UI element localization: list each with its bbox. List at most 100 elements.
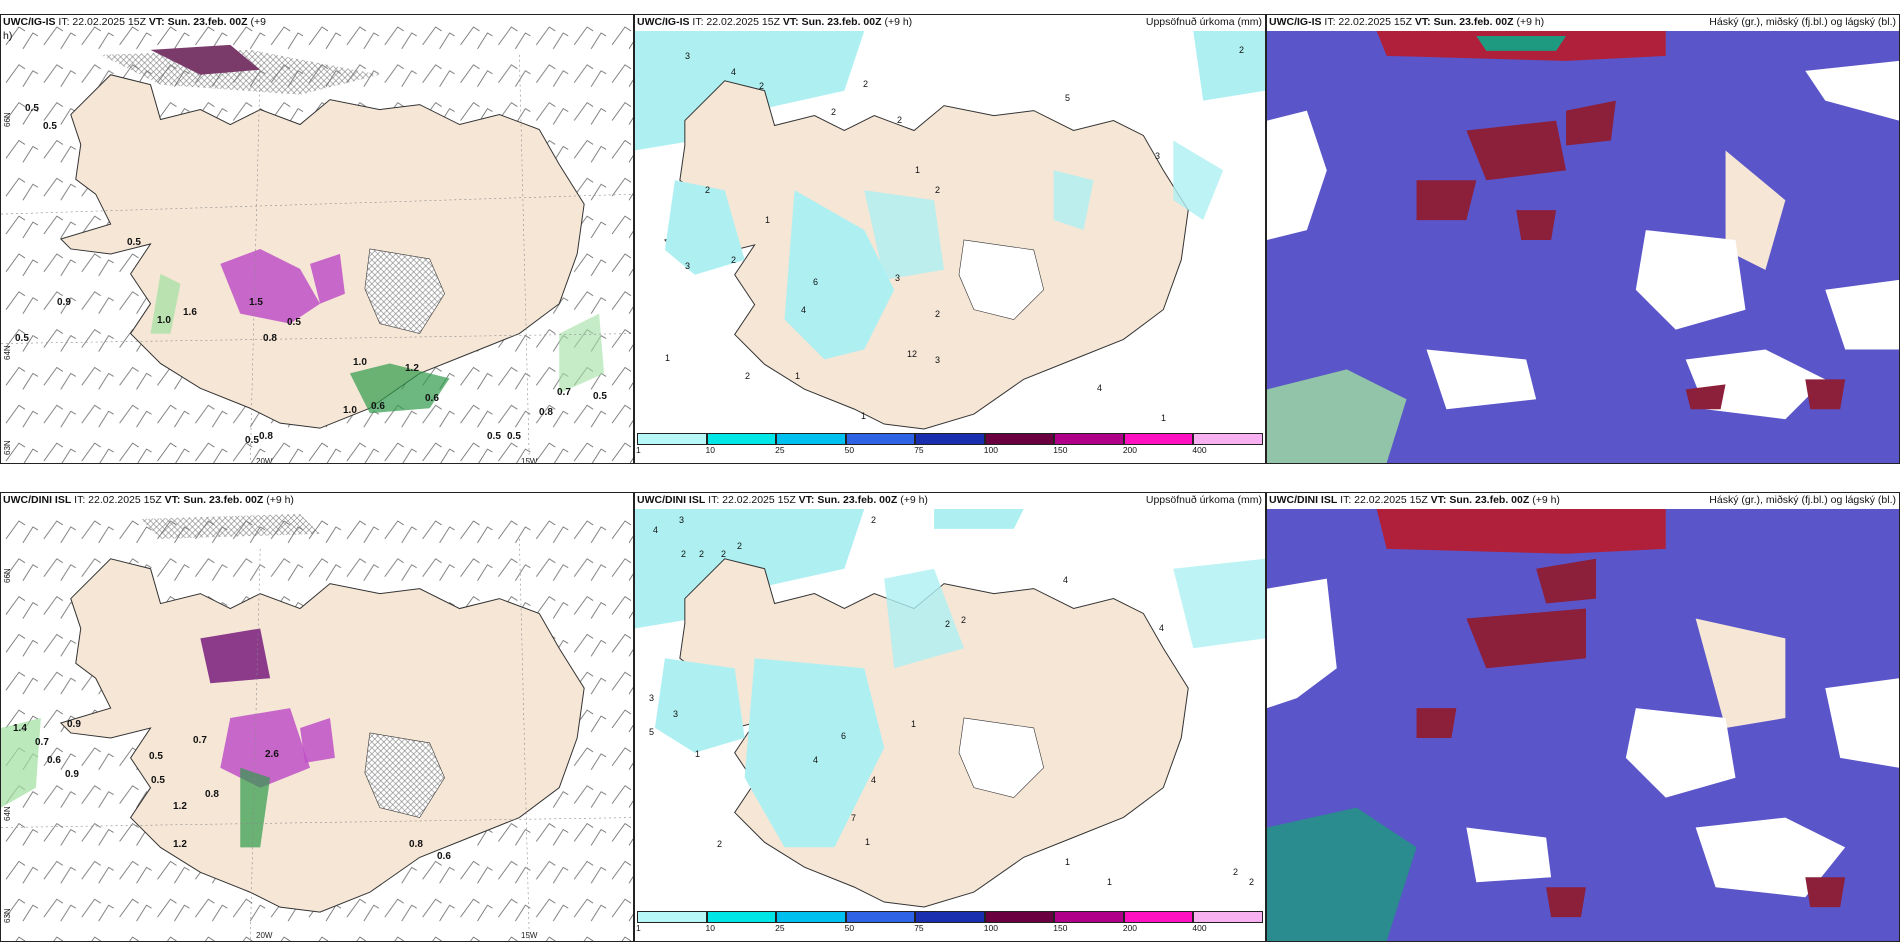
lat-label-64n: 64N [3,345,12,360]
value-label: 1 [665,353,671,363]
panel-header: UWC/DINI ISL IT: 22.02.2025 15Z VT: Sun.… [3,494,294,506]
value-label: 2 [935,185,941,195]
colorbar-swatch [637,911,707,923]
value-label: 2 [1239,45,1245,55]
lon-label-20w: 20W [256,931,273,940]
value-label: 2 [897,115,903,125]
value-label: 0.7 [557,387,571,398]
lat-label-63n: 63N [3,908,12,923]
value-label: 5 [1065,93,1071,103]
value-label: 1 [1065,857,1071,867]
colorbar-tick: 1 [636,445,641,455]
colorbar-tick: 100 [983,445,998,455]
value-label: 3 [673,709,679,719]
precip-colorbar: 1 10 25 50 75 100 150 200 400 [636,911,1263,933]
value-label: 1.6 [183,307,197,318]
colorbar-tick: 10 [705,923,716,933]
value-label: 2 [759,81,765,91]
value-label: 0.5 [151,775,165,786]
lat-label-64n: 64N [3,806,12,821]
value-label: 1.2 [173,801,187,812]
lon-label-15w: 15W [521,457,538,464]
colorbar-swatch [1193,433,1263,445]
value-label: 0.5 [25,103,39,114]
value-label: 2 [681,549,687,559]
panel-top-middle: UWC/IG-IS IT: 22.02.2025 15Z VT: Sun. 23… [634,14,1266,464]
colorbar-tick: 400 [1192,923,1207,933]
precip-colorbar: 1 10 25 50 75 100 150 200 400 [636,433,1263,455]
value-label: 7 [851,813,857,823]
value-label: 1.0 [353,357,367,368]
value-label: 1.2 [173,839,187,850]
value-label: 4 [871,775,877,785]
lat-label-66n: 66N [3,568,12,583]
colorbar-tick: 200 [1122,445,1138,455]
value-label: 2.6 [265,749,279,760]
colorbar-swatch [776,911,846,923]
panel-bottom-left: UWC/DINI ISL IT: 22.02.2025 15Z VT: Sun.… [0,492,634,942]
value-label: 0.8 [539,407,553,418]
colorbar-tick: 75 [914,445,924,455]
precip-map [635,31,1265,431]
iceland-land [59,74,585,429]
value-label: 1.0 [343,405,357,416]
value-label: 0.5 [245,435,259,446]
value-label: 3 [1155,151,1161,161]
value-label: 0.5 [593,391,607,402]
colorbar-swatch [915,911,985,923]
wind-precip-map [1,509,633,941]
value-label: 4 [813,755,819,765]
value-label: 1 [911,719,917,729]
lat-label-63n: 63N [3,440,12,455]
colorbar-tick: 1 [636,923,641,933]
value-label: 2 [831,107,837,117]
value-label: 3 [935,355,941,365]
colorbar-swatch [706,911,777,923]
colorbar-tick: 150 [1053,445,1068,455]
colorbar-tick: 400 [1192,445,1207,455]
panel-header: UWC/IG-IS IT: 22.02.2025 15Z VT: Sun. 23… [637,16,913,28]
value-label: 0.7 [193,735,207,746]
value-label: 1.4 [13,723,27,734]
value-label: 3 [685,261,691,271]
panel-header: UWC/IG-IS IT: 22.02.2025 15Z VT: Sun. 23… [1269,16,1545,28]
colorbar-tick: 50 [844,923,855,933]
lon-label-15w: 15W [521,931,538,940]
value-label: 1 [1107,877,1113,887]
colorbar-tick: 200 [1122,923,1138,933]
value-label: 0.9 [67,719,81,730]
colorbar-swatch [845,911,916,923]
colorbar-tick: 150 [1053,923,1068,933]
value-label: 3 [649,693,655,703]
value-label: 6 [813,277,819,287]
value-label: 0.5 [127,237,141,248]
value-label: 1 [695,749,701,759]
panel-header: UWC/DINI ISL IT: 22.02.2025 15Z VT: Sun.… [1269,494,1560,506]
value-label: 0.8 [409,839,423,850]
cloud-map [1267,509,1899,941]
colorbar-swatch [1054,433,1124,445]
value-label: 0.6 [47,755,61,766]
value-label: 1.0 [157,315,171,326]
value-label: 2 [721,549,727,559]
colorbar-tick: 50 [844,445,855,455]
value-label: 2 [945,619,951,629]
value-label: 2 [731,255,737,265]
panel-bottom-middle: UWC/DINI ISL IT: 22.02.2025 15Z VT: Sun.… [634,492,1266,942]
value-label: 0.5 [507,431,521,442]
value-label: 0.9 [65,769,79,780]
value-label: 12 [907,349,918,359]
wind-precip-map [1,15,633,463]
value-label: 2 [871,515,877,525]
value-label: 4 [731,67,737,77]
value-label: 1 [865,837,871,847]
value-label: 0.8 [263,333,277,344]
value-label: 0.5 [287,317,301,328]
colorbar-swatch [706,433,777,445]
colorbar-swatch [984,433,1055,445]
colorbar-swatch [984,911,1055,923]
panel-title-right: Uppsöfnuð úrkoma (mm) [1145,16,1262,28]
value-label: 0.6 [425,393,439,404]
colorbar-tick: 100 [983,923,998,933]
colorbar-swatch [1054,911,1124,923]
